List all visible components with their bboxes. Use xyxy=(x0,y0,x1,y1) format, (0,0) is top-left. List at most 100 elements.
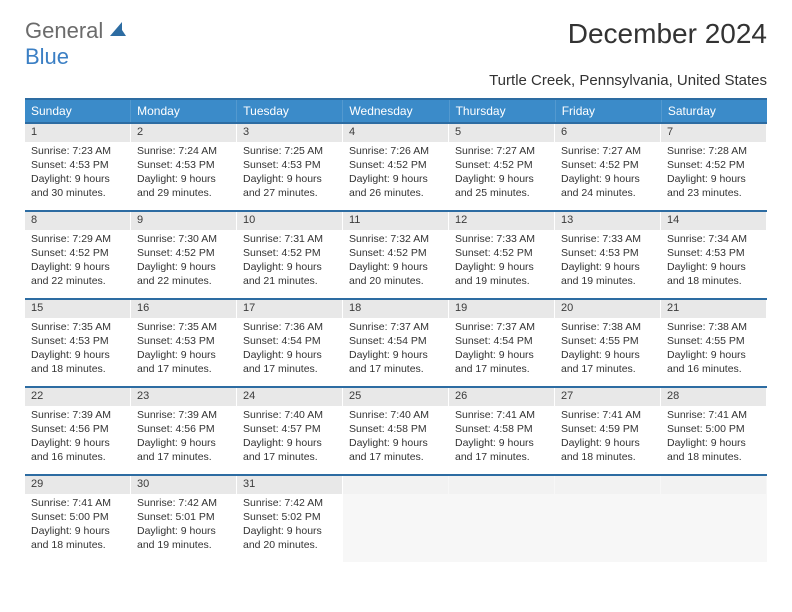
sunrise-text: Sunrise: 7:37 AM xyxy=(455,321,548,334)
day-content: Sunrise: 7:42 AMSunset: 5:01 PMDaylight:… xyxy=(131,494,236,560)
d1-text: Daylight: 9 hours xyxy=(243,173,336,186)
day-content: Sunrise: 7:33 AMSunset: 4:53 PMDaylight:… xyxy=(555,230,660,296)
day-content: Sunrise: 7:40 AMSunset: 4:58 PMDaylight:… xyxy=(343,406,448,472)
d1-text: Daylight: 9 hours xyxy=(455,261,548,274)
logo-word-2: Blue xyxy=(25,44,69,69)
day-content: Sunrise: 7:25 AMSunset: 4:53 PMDaylight:… xyxy=(237,142,342,208)
d2-text: and 18 minutes. xyxy=(31,363,124,376)
day-cell: 16Sunrise: 7:35 AMSunset: 4:53 PMDayligh… xyxy=(131,300,237,386)
day-content: Sunrise: 7:42 AMSunset: 5:02 PMDaylight:… xyxy=(237,494,342,560)
sunset-text: Sunset: 4:52 PM xyxy=(349,159,442,172)
day-content: Sunrise: 7:38 AMSunset: 4:55 PMDaylight:… xyxy=(661,318,766,384)
day-number: 19 xyxy=(449,300,554,318)
day-cell: 10Sunrise: 7:31 AMSunset: 4:52 PMDayligh… xyxy=(237,212,343,298)
day-cell: 24Sunrise: 7:40 AMSunset: 4:57 PMDayligh… xyxy=(237,388,343,474)
sail-icon xyxy=(108,20,128,43)
d2-text: and 17 minutes. xyxy=(243,451,336,464)
day-number: 4 xyxy=(343,124,448,142)
calendar-grid: SundayMondayTuesdayWednesdayThursdayFrid… xyxy=(25,98,767,562)
sunset-text: Sunset: 4:53 PM xyxy=(137,159,230,172)
day-content: Sunrise: 7:37 AMSunset: 4:54 PMDaylight:… xyxy=(343,318,448,384)
sunset-text: Sunset: 4:54 PM xyxy=(349,335,442,348)
d2-text: and 17 minutes. xyxy=(561,363,654,376)
sunrise-text: Sunrise: 7:41 AM xyxy=(667,409,760,422)
dow-cell: Wednesday xyxy=(343,100,449,122)
d2-text: and 20 minutes. xyxy=(243,539,336,552)
day-content: Sunrise: 7:35 AMSunset: 4:53 PMDaylight:… xyxy=(25,318,130,384)
d2-text: and 20 minutes. xyxy=(349,275,442,288)
d2-text: and 17 minutes. xyxy=(243,363,336,376)
day-content: Sunrise: 7:41 AMSunset: 4:58 PMDaylight:… xyxy=(449,406,554,472)
d1-text: Daylight: 9 hours xyxy=(667,437,760,450)
sunrise-text: Sunrise: 7:40 AM xyxy=(243,409,336,422)
day-cell: 28Sunrise: 7:41 AMSunset: 5:00 PMDayligh… xyxy=(661,388,767,474)
d1-text: Daylight: 9 hours xyxy=(31,437,124,450)
day-number: 6 xyxy=(555,124,660,142)
day-cell: 15Sunrise: 7:35 AMSunset: 4:53 PMDayligh… xyxy=(25,300,131,386)
sunrise-text: Sunrise: 7:27 AM xyxy=(455,145,548,158)
sunrise-text: Sunrise: 7:28 AM xyxy=(667,145,760,158)
sunrise-text: Sunrise: 7:41 AM xyxy=(561,409,654,422)
day-content: Sunrise: 7:38 AMSunset: 4:55 PMDaylight:… xyxy=(555,318,660,384)
sunrise-text: Sunrise: 7:37 AM xyxy=(349,321,442,334)
day-content: Sunrise: 7:29 AMSunset: 4:52 PMDaylight:… xyxy=(25,230,130,296)
sunset-text: Sunset: 4:56 PM xyxy=(31,423,124,436)
day-number: 1 xyxy=(25,124,130,142)
d1-text: Daylight: 9 hours xyxy=(561,437,654,450)
d1-text: Daylight: 9 hours xyxy=(349,349,442,362)
day-content: Sunrise: 7:34 AMSunset: 4:53 PMDaylight:… xyxy=(661,230,766,296)
sunrise-text: Sunrise: 7:42 AM xyxy=(137,497,230,510)
day-content: Sunrise: 7:23 AMSunset: 4:53 PMDaylight:… xyxy=(25,142,130,208)
sunset-text: Sunset: 4:53 PM xyxy=(243,159,336,172)
dow-cell: Sunday xyxy=(25,100,131,122)
day-number: 29 xyxy=(25,476,130,494)
day-cell: 7Sunrise: 7:28 AMSunset: 4:52 PMDaylight… xyxy=(661,124,767,210)
sunrise-text: Sunrise: 7:40 AM xyxy=(349,409,442,422)
day-content: Sunrise: 7:39 AMSunset: 4:56 PMDaylight:… xyxy=(131,406,236,472)
d1-text: Daylight: 9 hours xyxy=(31,525,124,538)
day-content: Sunrise: 7:41 AMSunset: 4:59 PMDaylight:… xyxy=(555,406,660,472)
d1-text: Daylight: 9 hours xyxy=(31,349,124,362)
d2-text: and 22 minutes. xyxy=(31,275,124,288)
sunrise-text: Sunrise: 7:39 AM xyxy=(31,409,124,422)
day-cell: 13Sunrise: 7:33 AMSunset: 4:53 PMDayligh… xyxy=(555,212,661,298)
day-cell: 4Sunrise: 7:26 AMSunset: 4:52 PMDaylight… xyxy=(343,124,449,210)
day-number xyxy=(555,476,660,494)
day-number: 23 xyxy=(131,388,236,406)
sunrise-text: Sunrise: 7:36 AM xyxy=(243,321,336,334)
sunrise-text: Sunrise: 7:38 AM xyxy=(561,321,654,334)
day-cell: 5Sunrise: 7:27 AMSunset: 4:52 PMDaylight… xyxy=(449,124,555,210)
day-number: 7 xyxy=(661,124,766,142)
day-number: 12 xyxy=(449,212,554,230)
d2-text: and 17 minutes. xyxy=(455,451,548,464)
day-content: Sunrise: 7:33 AMSunset: 4:52 PMDaylight:… xyxy=(449,230,554,296)
d1-text: Daylight: 9 hours xyxy=(243,261,336,274)
day-number: 28 xyxy=(661,388,766,406)
day-cell: 11Sunrise: 7:32 AMSunset: 4:52 PMDayligh… xyxy=(343,212,449,298)
sunrise-text: Sunrise: 7:31 AM xyxy=(243,233,336,246)
d1-text: Daylight: 9 hours xyxy=(243,437,336,450)
day-cell: 20Sunrise: 7:38 AMSunset: 4:55 PMDayligh… xyxy=(555,300,661,386)
d1-text: Daylight: 9 hours xyxy=(137,173,230,186)
day-content: Sunrise: 7:39 AMSunset: 4:56 PMDaylight:… xyxy=(25,406,130,472)
day-cell: 2Sunrise: 7:24 AMSunset: 4:53 PMDaylight… xyxy=(131,124,237,210)
sunset-text: Sunset: 4:52 PM xyxy=(137,247,230,260)
d1-text: Daylight: 9 hours xyxy=(349,173,442,186)
sunrise-text: Sunrise: 7:32 AM xyxy=(349,233,442,246)
day-number: 27 xyxy=(555,388,660,406)
days-of-week-row: SundayMondayTuesdayWednesdayThursdayFrid… xyxy=(25,100,767,122)
day-cell: 14Sunrise: 7:34 AMSunset: 4:53 PMDayligh… xyxy=(661,212,767,298)
day-number: 30 xyxy=(131,476,236,494)
logo-word-1: General xyxy=(25,18,103,43)
d2-text: and 17 minutes. xyxy=(455,363,548,376)
sunrise-text: Sunrise: 7:33 AM xyxy=(561,233,654,246)
day-number: 24 xyxy=(237,388,342,406)
sunset-text: Sunset: 4:58 PM xyxy=(349,423,442,436)
day-cell: 18Sunrise: 7:37 AMSunset: 4:54 PMDayligh… xyxy=(343,300,449,386)
sunset-text: Sunset: 5:00 PM xyxy=(31,511,124,524)
week-row: 22Sunrise: 7:39 AMSunset: 4:56 PMDayligh… xyxy=(25,386,767,474)
d2-text: and 19 minutes. xyxy=(455,275,548,288)
d2-text: and 22 minutes. xyxy=(137,275,230,288)
day-number: 13 xyxy=(555,212,660,230)
sunset-text: Sunset: 4:58 PM xyxy=(455,423,548,436)
